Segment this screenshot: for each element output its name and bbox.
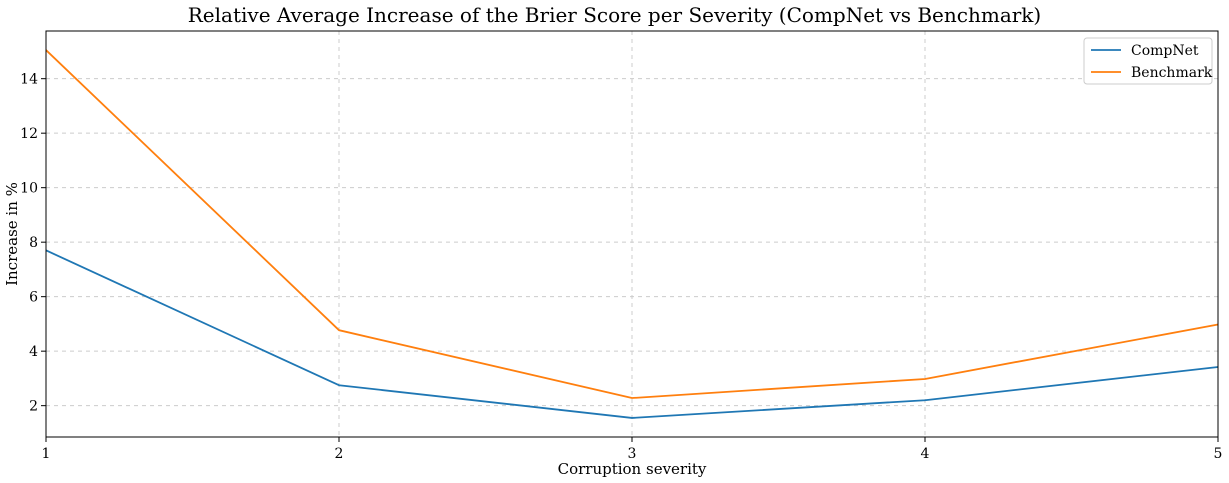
grid-lines [45,31,1219,437]
y-tick-label: 12 [20,126,38,142]
legend-label-benchmark: Benchmark [1131,65,1213,81]
y-tick-label: 10 [20,181,38,197]
y-tick-label: 6 [29,290,38,306]
y-tick-label: 8 [29,235,38,251]
y-tick-label: 4 [29,344,38,360]
legend-label-compnet: CompNet [1131,43,1199,59]
x-tick-label: 1 [42,446,51,462]
y-tick-label: 14 [20,72,38,88]
series-line-benchmark [45,49,1219,399]
series-lines [45,49,1219,419]
x-axis-label: Corruption severity [558,460,707,478]
legend: CompNet Benchmark [1083,37,1213,85]
x-tick-label: 4 [921,446,930,462]
series-line-compnet [45,249,1219,419]
y-tick-label: 2 [29,399,38,415]
chart-title: Relative Average Increase of the Brier S… [188,3,1041,27]
x-tick-label: 5 [1214,446,1223,462]
x-tick-label: 2 [335,446,344,462]
y-axis-label: Increase in % [3,182,21,286]
x-tick-label: 3 [628,446,637,462]
